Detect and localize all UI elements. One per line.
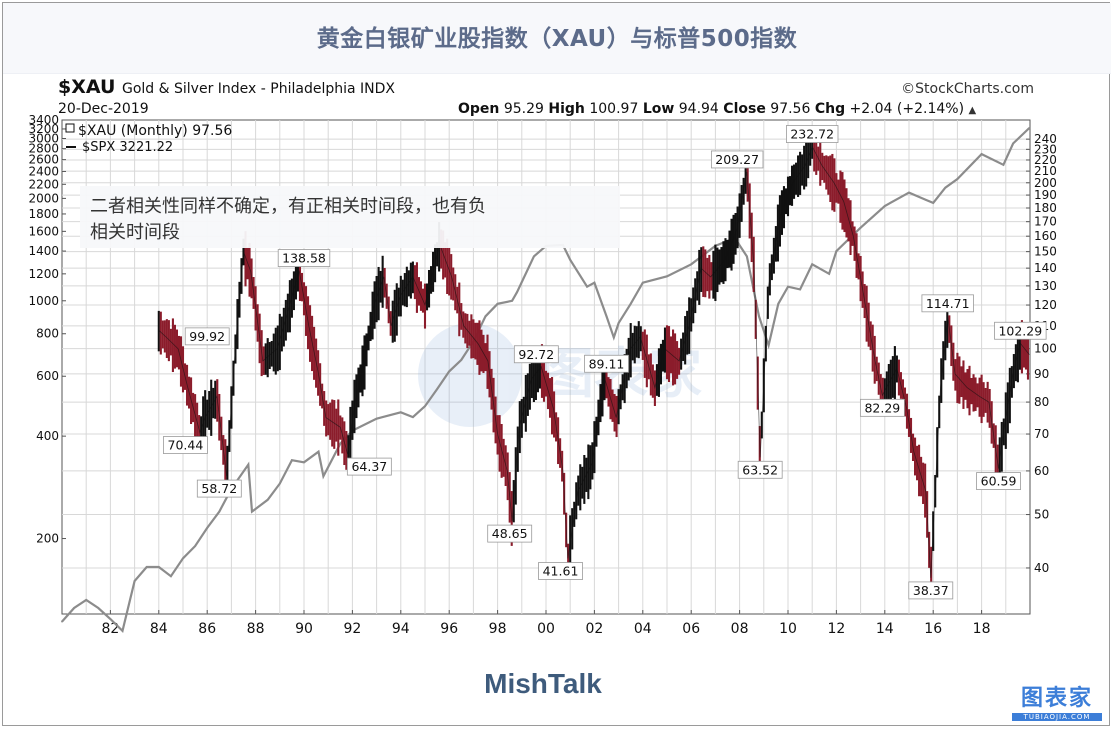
open-value: 95.29 xyxy=(503,101,544,117)
tubiaojia-word: 图表家 xyxy=(1020,686,1093,711)
title-band: 黄金白银矿业股指数（XAU）与标普500指数 xyxy=(3,3,1111,74)
open-label: Open xyxy=(458,101,500,117)
high-label: High xyxy=(548,101,585,117)
stockcharts-brand: ©StockCharts.com xyxy=(901,81,1034,97)
ohlc-readout: Open 95.29 High 100.97 Low 94.94 Close 9… xyxy=(458,101,976,117)
chart-date: 20-Dec-2019 xyxy=(58,101,149,117)
close-label: Close xyxy=(723,101,766,117)
chg-label: Chg xyxy=(814,101,846,117)
ticker-symbol: $XAU xyxy=(58,76,116,98)
page-title: 黄金白银矿业股指数（XAU）与标普500指数 xyxy=(316,26,798,52)
chg-value: +2.04 (+2.14%) xyxy=(849,101,965,117)
low-value: 94.94 xyxy=(678,101,719,117)
close-value: 97.56 xyxy=(770,101,811,117)
tubiaojia-url: TUBIAOJIA.COM xyxy=(1012,713,1102,721)
source-label: MishTalk xyxy=(484,668,602,699)
tubiaojia-logo: 图表家 TUBIAOJIA.COM xyxy=(1012,680,1102,721)
index-subtitle: Gold & Silver Index - Philadelphia INDX xyxy=(122,81,395,97)
up-triangle-icon: ▲ xyxy=(968,105,977,116)
low-label: Low xyxy=(642,101,675,117)
high-value: 100.97 xyxy=(589,101,639,117)
